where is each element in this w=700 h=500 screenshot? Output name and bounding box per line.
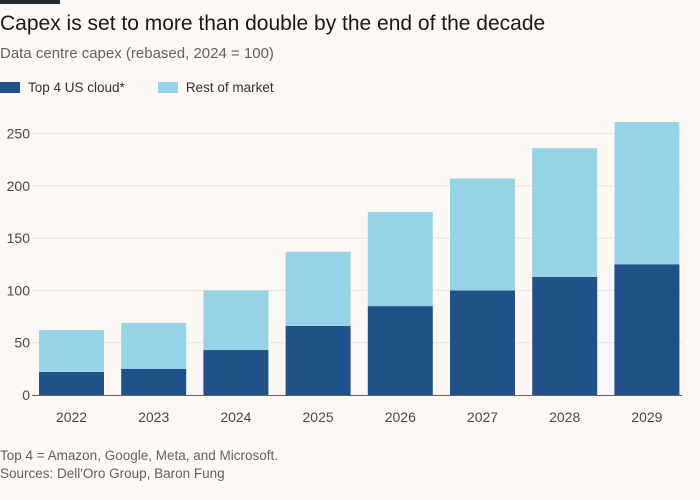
bar-rest-2025 [285,251,351,326]
bar-top4-2024 [203,350,269,395]
x-tick-label-2029: 2029 [631,409,662,425]
legend-swatch-rest [157,81,178,93]
y-tick-label-150: 150 [7,230,31,246]
source-note: Sources: Dell'Oro Group, Baron Fung [0,466,225,481]
x-tick-label-2028: 2028 [549,409,580,425]
bar-top4-2028 [532,276,598,395]
bar-top4-2027 [450,290,515,395]
bar-top4-2023 [121,368,187,395]
chart-subtitle: Data centre capex (rebased, 2024 = 100) [0,45,274,62]
bar-rest-2028 [532,148,598,277]
bar-rest-2029 [614,122,680,265]
x-tick-label-2022: 2022 [56,409,87,425]
bar-rest-2026 [367,211,433,307]
y-tick-label-100: 100 [7,282,31,298]
x-tick-label-2024: 2024 [220,409,251,425]
x-tick-label-2026: 2026 [385,409,416,425]
bar-rest-2027 [450,178,515,291]
legend-item-top4: Top 4 US cloud* [0,80,125,95]
bar-top4-2026 [367,306,433,395]
y-tick-label-200: 200 [7,178,31,194]
x-tick-label-2027: 2027 [467,409,498,425]
bar-rest-2023 [121,322,187,369]
bar-rest-2024 [203,290,269,351]
x-tick-label-2023: 2023 [138,409,169,425]
legend-label-rest: Rest of market [185,79,274,95]
top-accent-bar [0,0,60,4]
bar-top4-2025 [285,325,351,395]
footnote: Top 4 = Amazon, Google, Meta, and Micros… [0,448,279,463]
stacked-bar-chart: 0 50 100 150 200 250 2022 2023 2024 2025 2026 2027 2… [7,122,682,425]
y-tick-label-250: 250 [7,126,31,142]
bar-top4-2022 [39,371,104,395]
chart-title: Capex is set to more than double by the … [0,12,546,35]
bar-rest-2022 [39,330,104,372]
x-tick-label-2025: 2025 [303,409,334,425]
bar-top4-2029 [614,264,680,395]
legend: Top 4 US cloud* Rest of market [0,78,307,96]
legend-swatch-top4 [0,81,20,93]
legend-item-rest: Rest of market [157,79,274,95]
legend-label-top4: Top 4 US cloud* [28,79,125,95]
y-tick-label-50: 50 [14,335,30,351]
y-tick-label-0: 0 [22,387,30,403]
